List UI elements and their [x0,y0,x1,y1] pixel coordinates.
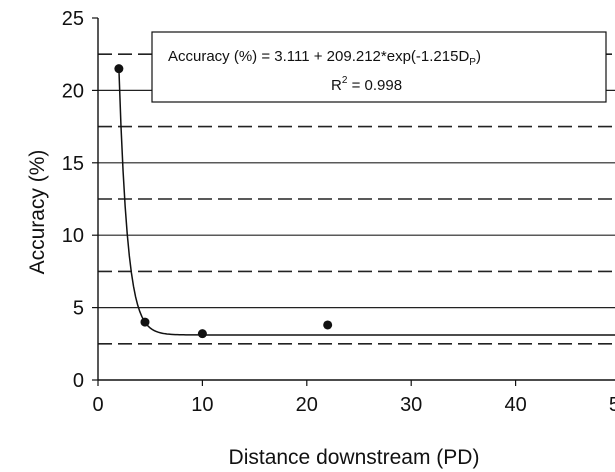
x-axis-title: Distance downstream (PD) [229,446,480,469]
fit-curve [118,68,615,336]
equation-subscript: P [469,57,476,68]
y-tick-label: 0 [73,370,84,392]
x-tick-label: 20 [296,394,318,416]
r-squared-r: R [331,77,342,94]
y-tick-label: 20 [62,80,84,102]
x-tick-label: 10 [191,394,213,416]
data-point [197,329,207,339]
r-squared-line: R2 = 0.998 [331,75,402,94]
ticks: 0 5 10 15 20 25 0 10 20 30 40 50 [62,8,615,416]
r-squared-value: = 0.998 [347,77,402,94]
data-points [114,64,333,339]
fit-curve-layer [118,68,615,336]
equation-main: Accuracy (%) = 3.111 + 209.212*exp(-1.21… [168,48,469,65]
equation-box: Accuracy (%) = 3.111 + 209.212*exp(-1.21… [151,31,607,103]
y-axis-title: Accuracy (%) [26,150,49,275]
y-tick-label: 5 [73,298,84,320]
x-tick-label: 0 [92,394,103,416]
x-tick-label: 40 [504,394,526,416]
x-tick-label: 30 [400,394,422,416]
equation-line-1: Accuracy (%) = 3.111 + 209.212*exp(-1.21… [168,48,481,68]
x-tick-label: 50 [609,394,615,416]
y-tick-label: 25 [62,8,84,30]
equation-box-frame [151,31,607,103]
r-squared-superscript: 2 [342,75,348,86]
data-point [114,64,124,74]
y-tick-label: 15 [62,153,84,175]
equation-end: ) [476,48,481,65]
axes [97,18,615,381]
y-tick-label: 10 [62,225,84,247]
data-point [323,320,333,330]
data-point [140,317,150,327]
